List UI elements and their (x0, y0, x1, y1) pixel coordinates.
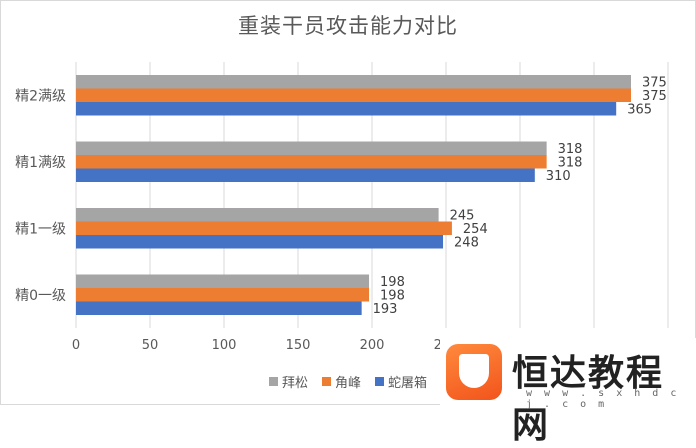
data-label: 375 (642, 89, 667, 104)
bar (76, 88, 631, 102)
x-tick-label: 200 (360, 338, 385, 353)
watermark-logo-icon (446, 344, 502, 400)
x-tick-label: 100 (212, 338, 237, 353)
legend-swatch (321, 377, 331, 386)
chart-legend: 拜松 角峰 蛇屠箱 (0, 372, 696, 391)
legend-swatch (268, 377, 278, 386)
x-tick-label: 50 (142, 338, 159, 353)
data-label: 318 (558, 142, 583, 157)
legend-item: 角峰 (321, 372, 361, 391)
data-label: 198 (380, 289, 405, 304)
y-category-label: 精1满级 (15, 155, 66, 171)
watermark: 恒达教程网 w w w . s x h d c j . c o m (440, 338, 696, 446)
bar (76, 102, 617, 116)
data-label: 245 (450, 209, 475, 224)
bar (76, 155, 547, 169)
bar (76, 168, 535, 182)
x-tick-label: 150 (286, 338, 311, 353)
chart-frame (0, 0, 696, 405)
bar (76, 301, 362, 315)
bar (76, 274, 370, 288)
data-label: 365 (627, 103, 652, 118)
y-category-label: 精1一级 (15, 221, 66, 237)
data-label: 198 (380, 275, 405, 290)
bar-chart: 050100150200250300350400精0一级198198193精1一… (15, 62, 680, 353)
legend-label: 角峰 (334, 376, 361, 391)
data-label: 254 (463, 222, 488, 237)
chart-title: 重装干员攻击能力对比 (238, 14, 458, 38)
bar (76, 141, 547, 155)
y-category-label: 精0一级 (15, 288, 66, 304)
bar (76, 288, 370, 302)
legend-swatch (375, 377, 384, 386)
bar (76, 221, 452, 235)
data-label: 248 (454, 236, 479, 251)
bar (76, 208, 439, 222)
legend-label: 拜松 (281, 376, 308, 391)
y-category-label: 精2满级 (15, 88, 66, 104)
data-label: 318 (558, 156, 583, 171)
data-label: 375 (642, 76, 667, 91)
legend-label: 蛇屠箱 (388, 376, 428, 391)
legend-item: 拜松 (268, 372, 308, 391)
bar (76, 235, 444, 249)
data-label: 310 (546, 169, 571, 184)
bar (76, 75, 631, 89)
legend-item: 蛇屠箱 (375, 372, 427, 391)
data-label: 193 (373, 302, 398, 317)
watermark-url: w w w . s x h d c j . c o m (526, 388, 680, 410)
x-tick-label: 0 (72, 338, 80, 353)
